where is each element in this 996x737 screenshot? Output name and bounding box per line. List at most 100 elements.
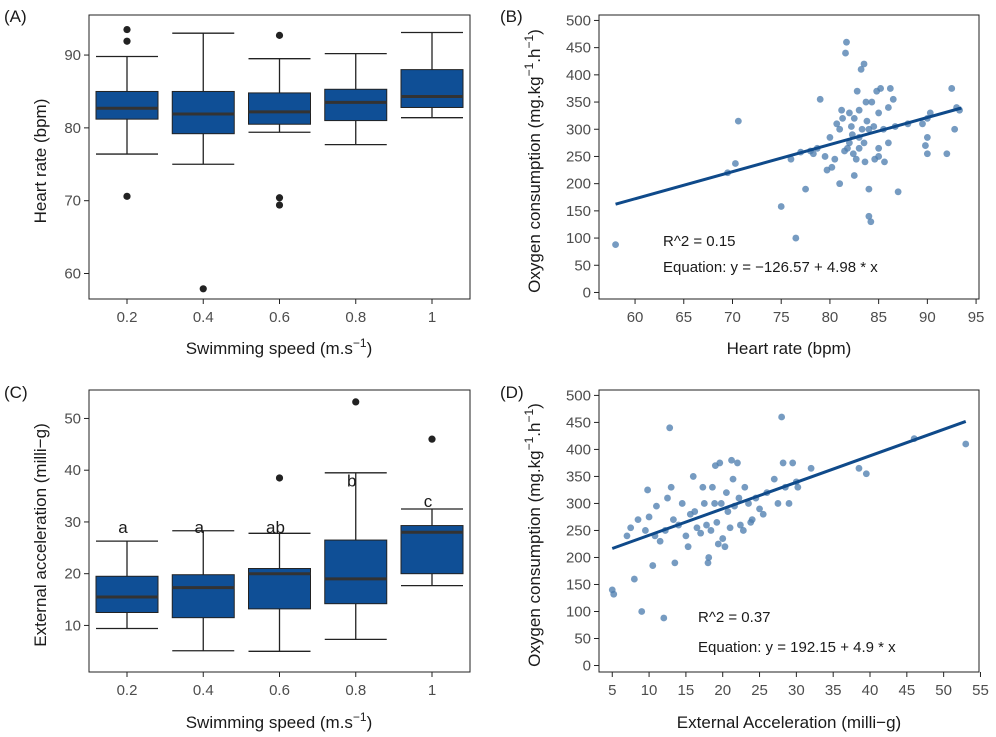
scatter-point-b-51 — [870, 123, 878, 130]
scatter-point-b-54 — [875, 109, 883, 117]
y-tick-label-d-10: 500 — [566, 387, 591, 404]
x-tick-label-c-2: 0.6 — [269, 682, 290, 699]
x-tick-label-c-0: 0.2 — [117, 682, 138, 699]
x-tick-label-d-3: 20 — [714, 682, 731, 699]
scatter-point-d-18 — [667, 483, 675, 491]
outlier-point-a-1-0 — [199, 285, 207, 293]
scatter-point-b-57 — [877, 85, 884, 92]
scatter-point-d-60 — [756, 505, 763, 513]
scatter-point-b-26 — [844, 144, 851, 152]
x-tick-label-a-2: 0.6 — [269, 309, 290, 326]
x-tick-label-b-2: 70 — [724, 309, 741, 326]
panel-label-b: (B) — [500, 7, 523, 26]
equation-text-b: Equation: y = −126.57 + 4.98 * x — [663, 259, 878, 276]
y-tick-label-d-4: 200 — [566, 549, 591, 566]
scatter-point-b-31 — [849, 150, 857, 158]
x-tick-label-b-6: 90 — [919, 309, 936, 326]
y-tick-label-a-3: 90 — [64, 47, 81, 64]
equation-text-d: Equation: y = 192.15 + 4.9 * x — [698, 639, 896, 656]
scatter-point-b-67 — [919, 120, 926, 128]
x-tick-label-d-10: 55 — [972, 682, 989, 699]
scatter-point-b-24 — [842, 49, 849, 57]
scatter-point-b-61 — [884, 104, 892, 111]
y-tick-label-b-10: 500 — [566, 12, 591, 29]
plot-frame-a — [88, 14, 471, 300]
scatter-point-b-21 — [838, 106, 846, 114]
x-tick-label-a-0: 0.2 — [117, 309, 138, 326]
scatter-point-d-73 — [855, 464, 863, 472]
scatter-point-b-4 — [777, 203, 785, 210]
y-tick-label-d-5: 250 — [566, 522, 591, 539]
outlier-point-a-0-1 — [123, 37, 131, 45]
scatter-point-d-32 — [703, 521, 710, 529]
box-a-3 — [324, 88, 388, 122]
scatter-point-b-18 — [833, 120, 841, 128]
plot-frame-b — [598, 14, 980, 300]
scatter-point-d-43 — [719, 535, 727, 542]
scatter-point-d-49 — [729, 475, 737, 483]
box-a-4 — [400, 69, 464, 108]
box-c-3 — [324, 539, 388, 605]
panel-label-a: (A) — [4, 7, 27, 26]
y-axis-label-d: Oxygen consumption (mg.kg−1.h−1) — [522, 403, 544, 667]
scatter-point-b-10 — [809, 150, 817, 158]
scatter-point-d-76 — [962, 440, 970, 448]
y-tick-label-d-9: 450 — [566, 414, 591, 431]
scatter-point-d-19 — [669, 516, 677, 524]
x-axis-label-d: External Acceleration (milli−g) — [677, 713, 901, 732]
x-axis-label-b: Heart rate (bpm) — [727, 339, 852, 358]
y-tick-label-c-3: 40 — [64, 462, 81, 479]
scatter-point-d-52 — [735, 494, 743, 502]
scatter-point-b-39 — [857, 66, 865, 73]
y-tick-label-d-6: 300 — [566, 495, 591, 512]
scatter-point-b-63 — [889, 95, 897, 103]
scatter-point-d-1 — [610, 590, 618, 598]
scatter-point-d-65 — [778, 413, 786, 421]
r-squared-text-d: R^2 = 0.37 — [698, 609, 771, 626]
scatter-point-b-25 — [843, 38, 850, 46]
y-tick-label-b-4: 200 — [566, 176, 591, 193]
y-tick-label-d-1: 50 — [574, 631, 591, 648]
y-tick-label-c-4: 50 — [64, 410, 81, 427]
y-axis-label-c: External acceleration (milli−g) — [31, 423, 50, 646]
x-tick-label-b-1: 65 — [675, 309, 692, 326]
scatter-point-b-42 — [860, 139, 868, 147]
scatter-point-d-69 — [789, 459, 797, 467]
scatter-point-d-8 — [644, 486, 652, 494]
y-tick-label-b-2: 100 — [566, 230, 591, 247]
y-tick-label-a-1: 70 — [64, 193, 81, 210]
outlier-point-c-3-0 — [352, 398, 360, 406]
plot-frame-d — [598, 389, 980, 673]
scatter-point-d-64 — [774, 500, 782, 507]
scatter-point-d-41 — [716, 459, 724, 467]
scatter-point-b-37 — [855, 144, 863, 152]
panel-c: (C) Swimming speed (m.s−1) External acce… — [4, 383, 471, 732]
scatter-point-b-74 — [948, 85, 956, 92]
scatter-point-d-55 — [741, 483, 749, 491]
scatter-point-d-3 — [627, 524, 635, 532]
scatter-point-b-28 — [846, 109, 853, 117]
scatter-point-d-14 — [660, 614, 668, 622]
scatter-point-d-74 — [862, 470, 870, 478]
outlier-point-a-0-0 — [123, 25, 131, 34]
significance-letter-c-4: c — [424, 492, 433, 511]
x-tick-label-d-2: 15 — [678, 682, 695, 699]
box-a-0 — [95, 90, 159, 120]
scatter-point-d-40 — [714, 540, 722, 548]
regression-line-d — [611, 420, 967, 550]
scatter-point-b-29 — [847, 123, 855, 130]
scatter-point-d-23 — [682, 532, 690, 540]
scatter-point-d-56 — [745, 500, 752, 507]
scatter-point-d-9 — [645, 513, 653, 521]
scatter-point-d-45 — [723, 489, 730, 497]
x-tick-label-c-3: 0.8 — [345, 682, 366, 699]
scatter-point-b-2 — [732, 160, 739, 167]
scatter-point-b-75 — [951, 125, 959, 133]
y-tick-label-c-0: 10 — [64, 617, 81, 634]
box-c-0 — [95, 575, 159, 613]
scatter-point-d-36 — [709, 483, 716, 491]
y-tick-label-b-3: 150 — [566, 203, 591, 220]
x-tick-label-b-3: 75 — [773, 309, 790, 326]
x-tick-label-c-1: 0.4 — [193, 682, 214, 699]
panel-b: (B) Heart rate (bpm) Oxygen consumption … — [500, 7, 984, 358]
